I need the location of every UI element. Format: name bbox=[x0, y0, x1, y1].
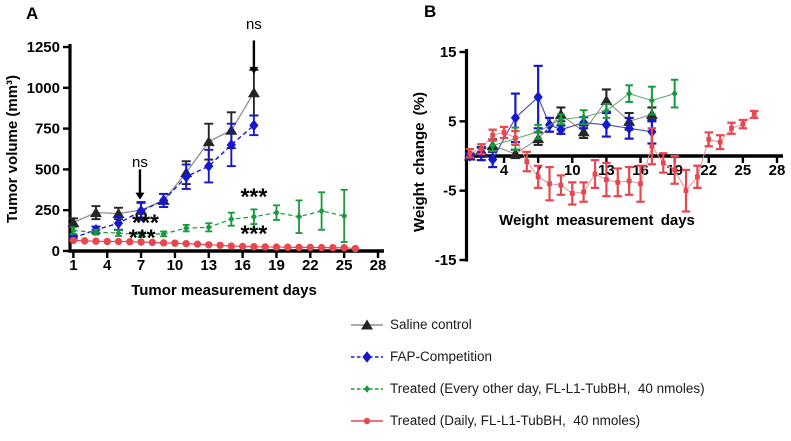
svg-text:750: 750 bbox=[35, 121, 60, 138]
svg-text:4: 4 bbox=[500, 162, 509, 179]
svg-text:10: 10 bbox=[564, 162, 581, 179]
legend-label-fap-competition: FAP-Competition bbox=[390, 349, 493, 364]
svg-text:1000: 1000 bbox=[27, 80, 60, 97]
saline-control-marker-icon bbox=[351, 319, 383, 329]
tumor-volume-chart: 0 250 500 750 1000 1250 1 4 7 10 13 16 19 22 25 28 Tumor… bbox=[4, 16, 386, 299]
svg-text:28: 28 bbox=[769, 162, 786, 179]
svg-text:Tumor measurement days: Tumor measurement days bbox=[131, 282, 317, 299]
weight-change-chart: -15-55154710131619222528Weight measureme… bbox=[411, 44, 786, 269]
legend-item-treated-daily: Treated (Daily, FL-L1-TubBH, 40 nmoles) bbox=[350, 412, 705, 429]
legend-label-saline-control: Saline control bbox=[390, 317, 472, 332]
svg-text:22: 22 bbox=[302, 257, 319, 274]
svg-text:0: 0 bbox=[52, 243, 60, 260]
svg-text:1: 1 bbox=[69, 257, 77, 274]
series-treated-daily-fl-l1-tubbh-40-nmoles bbox=[69, 236, 360, 253]
svg-text:250: 250 bbox=[35, 202, 60, 219]
svg-text:22: 22 bbox=[700, 162, 717, 179]
legend-item-treated-every-other-day: Treated (Every other day, FL-L1-TubBH, 4… bbox=[350, 380, 705, 397]
svg-text:7: 7 bbox=[137, 257, 145, 274]
svg-text:-5: -5 bbox=[443, 183, 456, 200]
svg-text:25: 25 bbox=[735, 162, 752, 179]
series-treated-daily-fl-l1-tubbh-40-nmoles bbox=[465, 109, 759, 213]
svg-text:15: 15 bbox=[440, 44, 457, 61]
axes-A: 0 250 500 750 1000 1250 1 4 7 10 13 16 19 22 25 28 Tumor… bbox=[4, 39, 386, 299]
legend-item-fap-competition: FAP-Competition bbox=[350, 348, 705, 365]
svg-text:***: *** bbox=[129, 224, 156, 250]
treated-daily-marker-icon bbox=[351, 417, 383, 424]
svg-text:10: 10 bbox=[167, 257, 184, 274]
svg-text:500: 500 bbox=[35, 161, 60, 178]
series-treated-every-other-day-fl-l1-tubbh-40-nmoles bbox=[69, 188, 348, 243]
svg-text:28: 28 bbox=[370, 257, 387, 274]
series-treated-every-other-day-fl-l1-tubbh-40-nmoles bbox=[488, 78, 679, 153]
svg-text:***: *** bbox=[240, 220, 267, 246]
svg-text:19: 19 bbox=[268, 257, 285, 274]
fap-competition-marker-icon bbox=[351, 350, 383, 363]
svg-text:-15: -15 bbox=[435, 252, 457, 269]
treated-every-other-day-marker-icon bbox=[351, 384, 383, 393]
panel-a-label: A bbox=[26, 4, 39, 23]
svg-text:16: 16 bbox=[234, 257, 251, 274]
legend-label-treated-every-other-day: Treated (Every other day, FL-L1-TubBH, 4… bbox=[390, 381, 705, 396]
legend-item-saline-control: Saline control bbox=[350, 316, 705, 333]
svg-text:Tumor volume (mm³): Tumor volume (mm³) bbox=[4, 75, 21, 223]
svg-text:13: 13 bbox=[200, 257, 217, 274]
svg-text:Weight change (%): Weight change (%) bbox=[411, 92, 428, 232]
series-fap-competition bbox=[68, 114, 259, 244]
svg-text:1250: 1250 bbox=[27, 39, 60, 56]
svg-text:***: *** bbox=[132, 210, 159, 236]
svg-text:25: 25 bbox=[336, 257, 353, 274]
svg-text:4: 4 bbox=[103, 257, 112, 274]
svg-text:***: *** bbox=[240, 184, 267, 210]
legend-label-treated-daily: Treated (Daily, FL-L1-TubBH, 40 nmoles) bbox=[390, 413, 641, 428]
legend: Saline control FAP-Competition Treated (… bbox=[350, 316, 705, 429]
panel-b-label: B bbox=[424, 2, 437, 21]
svg-text:Weight measurement days: Weight measurement days bbox=[499, 212, 695, 229]
svg-text:ns: ns bbox=[132, 154, 148, 171]
svg-text:ns: ns bbox=[246, 16, 262, 33]
svg-text:5: 5 bbox=[448, 113, 456, 130]
